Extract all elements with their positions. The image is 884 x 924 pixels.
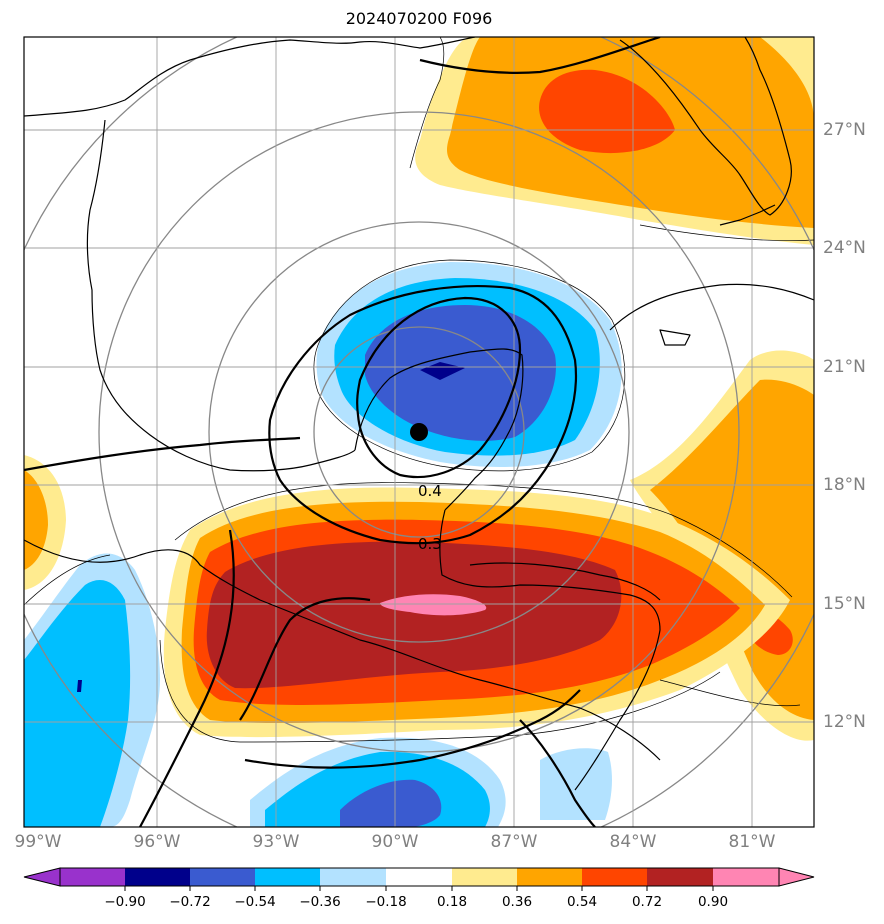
lon-label-99w: 99°W bbox=[14, 832, 62, 852]
florida-peninsula bbox=[619, 37, 792, 216]
colorbar-bin-p072 bbox=[647, 868, 713, 886]
outer-contour-west bbox=[24, 436, 301, 472]
jamaica-cuba-islands bbox=[659, 329, 691, 346]
colorbar-extend-left bbox=[23, 867, 61, 887]
colorbar-tick: −0.36 bbox=[299, 894, 341, 910]
contour-0.4 bbox=[356, 296, 522, 479]
contour-label-03: 0.3 bbox=[418, 535, 442, 553]
plot-title: 2024070200 F096 bbox=[345, 9, 493, 28]
colorbar-tick: 0.90 bbox=[697, 894, 729, 910]
outer-contour-s2 bbox=[239, 597, 371, 721]
colorbar-bin-n054 bbox=[190, 868, 255, 886]
field-ne-072 bbox=[539, 69, 675, 154]
lat-label-27n: 27°N bbox=[823, 120, 866, 140]
colorbar-bin-n072 bbox=[125, 868, 190, 886]
lon-label-90w: 90°W bbox=[371, 832, 419, 852]
colorbar-tick: −0.54 bbox=[234, 894, 276, 910]
field-c-054 bbox=[365, 305, 556, 441]
contour-label-04: 0.4 bbox=[418, 482, 442, 500]
field-ss-054 bbox=[340, 779, 442, 827]
storm-center-marker bbox=[410, 423, 428, 441]
lon-label-84w: 84°W bbox=[609, 832, 657, 852]
colorbar-tick: −0.90 bbox=[104, 894, 146, 910]
colorbar-bin-p090 bbox=[713, 868, 779, 886]
gridlines bbox=[24, 37, 814, 827]
map-area: 0.4 0.3 bbox=[24, 37, 814, 827]
lat-label-12n: 12°N bbox=[823, 712, 866, 732]
cuba bbox=[609, 283, 814, 331]
colorbar-bin-p054 bbox=[582, 868, 647, 886]
colorbar-bin-n090 bbox=[60, 868, 125, 886]
colorbar-bin-n036 bbox=[255, 868, 320, 886]
colorbar-tick: 0.54 bbox=[566, 894, 598, 910]
florida-keys bbox=[719, 204, 776, 226]
lat-label-21n: 21°N bbox=[823, 357, 866, 377]
colorbar-bin-p018 bbox=[452, 868, 517, 886]
lat-label-15n: 15°N bbox=[823, 594, 866, 614]
lat-label-18n: 18°N bbox=[823, 475, 866, 495]
colorbar bbox=[23, 867, 815, 891]
outer-contour-s bbox=[244, 689, 581, 769]
field-c-072 bbox=[420, 362, 465, 380]
outer-contour-sw bbox=[139, 529, 235, 827]
map-frame bbox=[23, 36, 815, 828]
lon-label-81w: 81°W bbox=[728, 832, 776, 852]
field-s-090 bbox=[380, 594, 487, 616]
field-sw-036 bbox=[24, 580, 131, 827]
colorbar-tick: −0.72 bbox=[169, 894, 211, 910]
colorbar-tick: −0.18 bbox=[365, 894, 407, 910]
lon-label-96w: 96°W bbox=[133, 832, 181, 852]
outer-contour-se bbox=[519, 719, 596, 827]
field-sw-072 bbox=[77, 680, 82, 692]
field-se-018 bbox=[540, 748, 612, 820]
colorbar-tick: 0.72 bbox=[631, 894, 663, 910]
lat-label-24n: 24°N bbox=[823, 238, 866, 258]
colorbar-tick: 0.18 bbox=[436, 894, 468, 910]
colorbar-bin-p036 bbox=[517, 868, 582, 886]
range-rings bbox=[24, 37, 814, 827]
bold-contours bbox=[24, 37, 661, 827]
colorbar-tick: 0.36 bbox=[501, 894, 533, 910]
field-s-072 bbox=[206, 541, 622, 689]
field-w-054 bbox=[24, 470, 48, 570]
colorbar-bin-n018 bbox=[320, 868, 386, 886]
honduras-coast bbox=[469, 562, 661, 601]
outer-contour-north bbox=[419, 37, 661, 74]
contour-0.3 bbox=[268, 285, 577, 545]
texas-mexico-coast bbox=[86, 119, 356, 472]
colorbar-bin-zero bbox=[386, 868, 452, 886]
lon-label-87w: 87°W bbox=[490, 832, 538, 852]
colorbar-extend-right bbox=[778, 867, 815, 887]
us-gulf-coast bbox=[24, 37, 476, 117]
lon-label-93w: 93°W bbox=[252, 832, 300, 852]
central-america-caribbean bbox=[439, 509, 661, 791]
